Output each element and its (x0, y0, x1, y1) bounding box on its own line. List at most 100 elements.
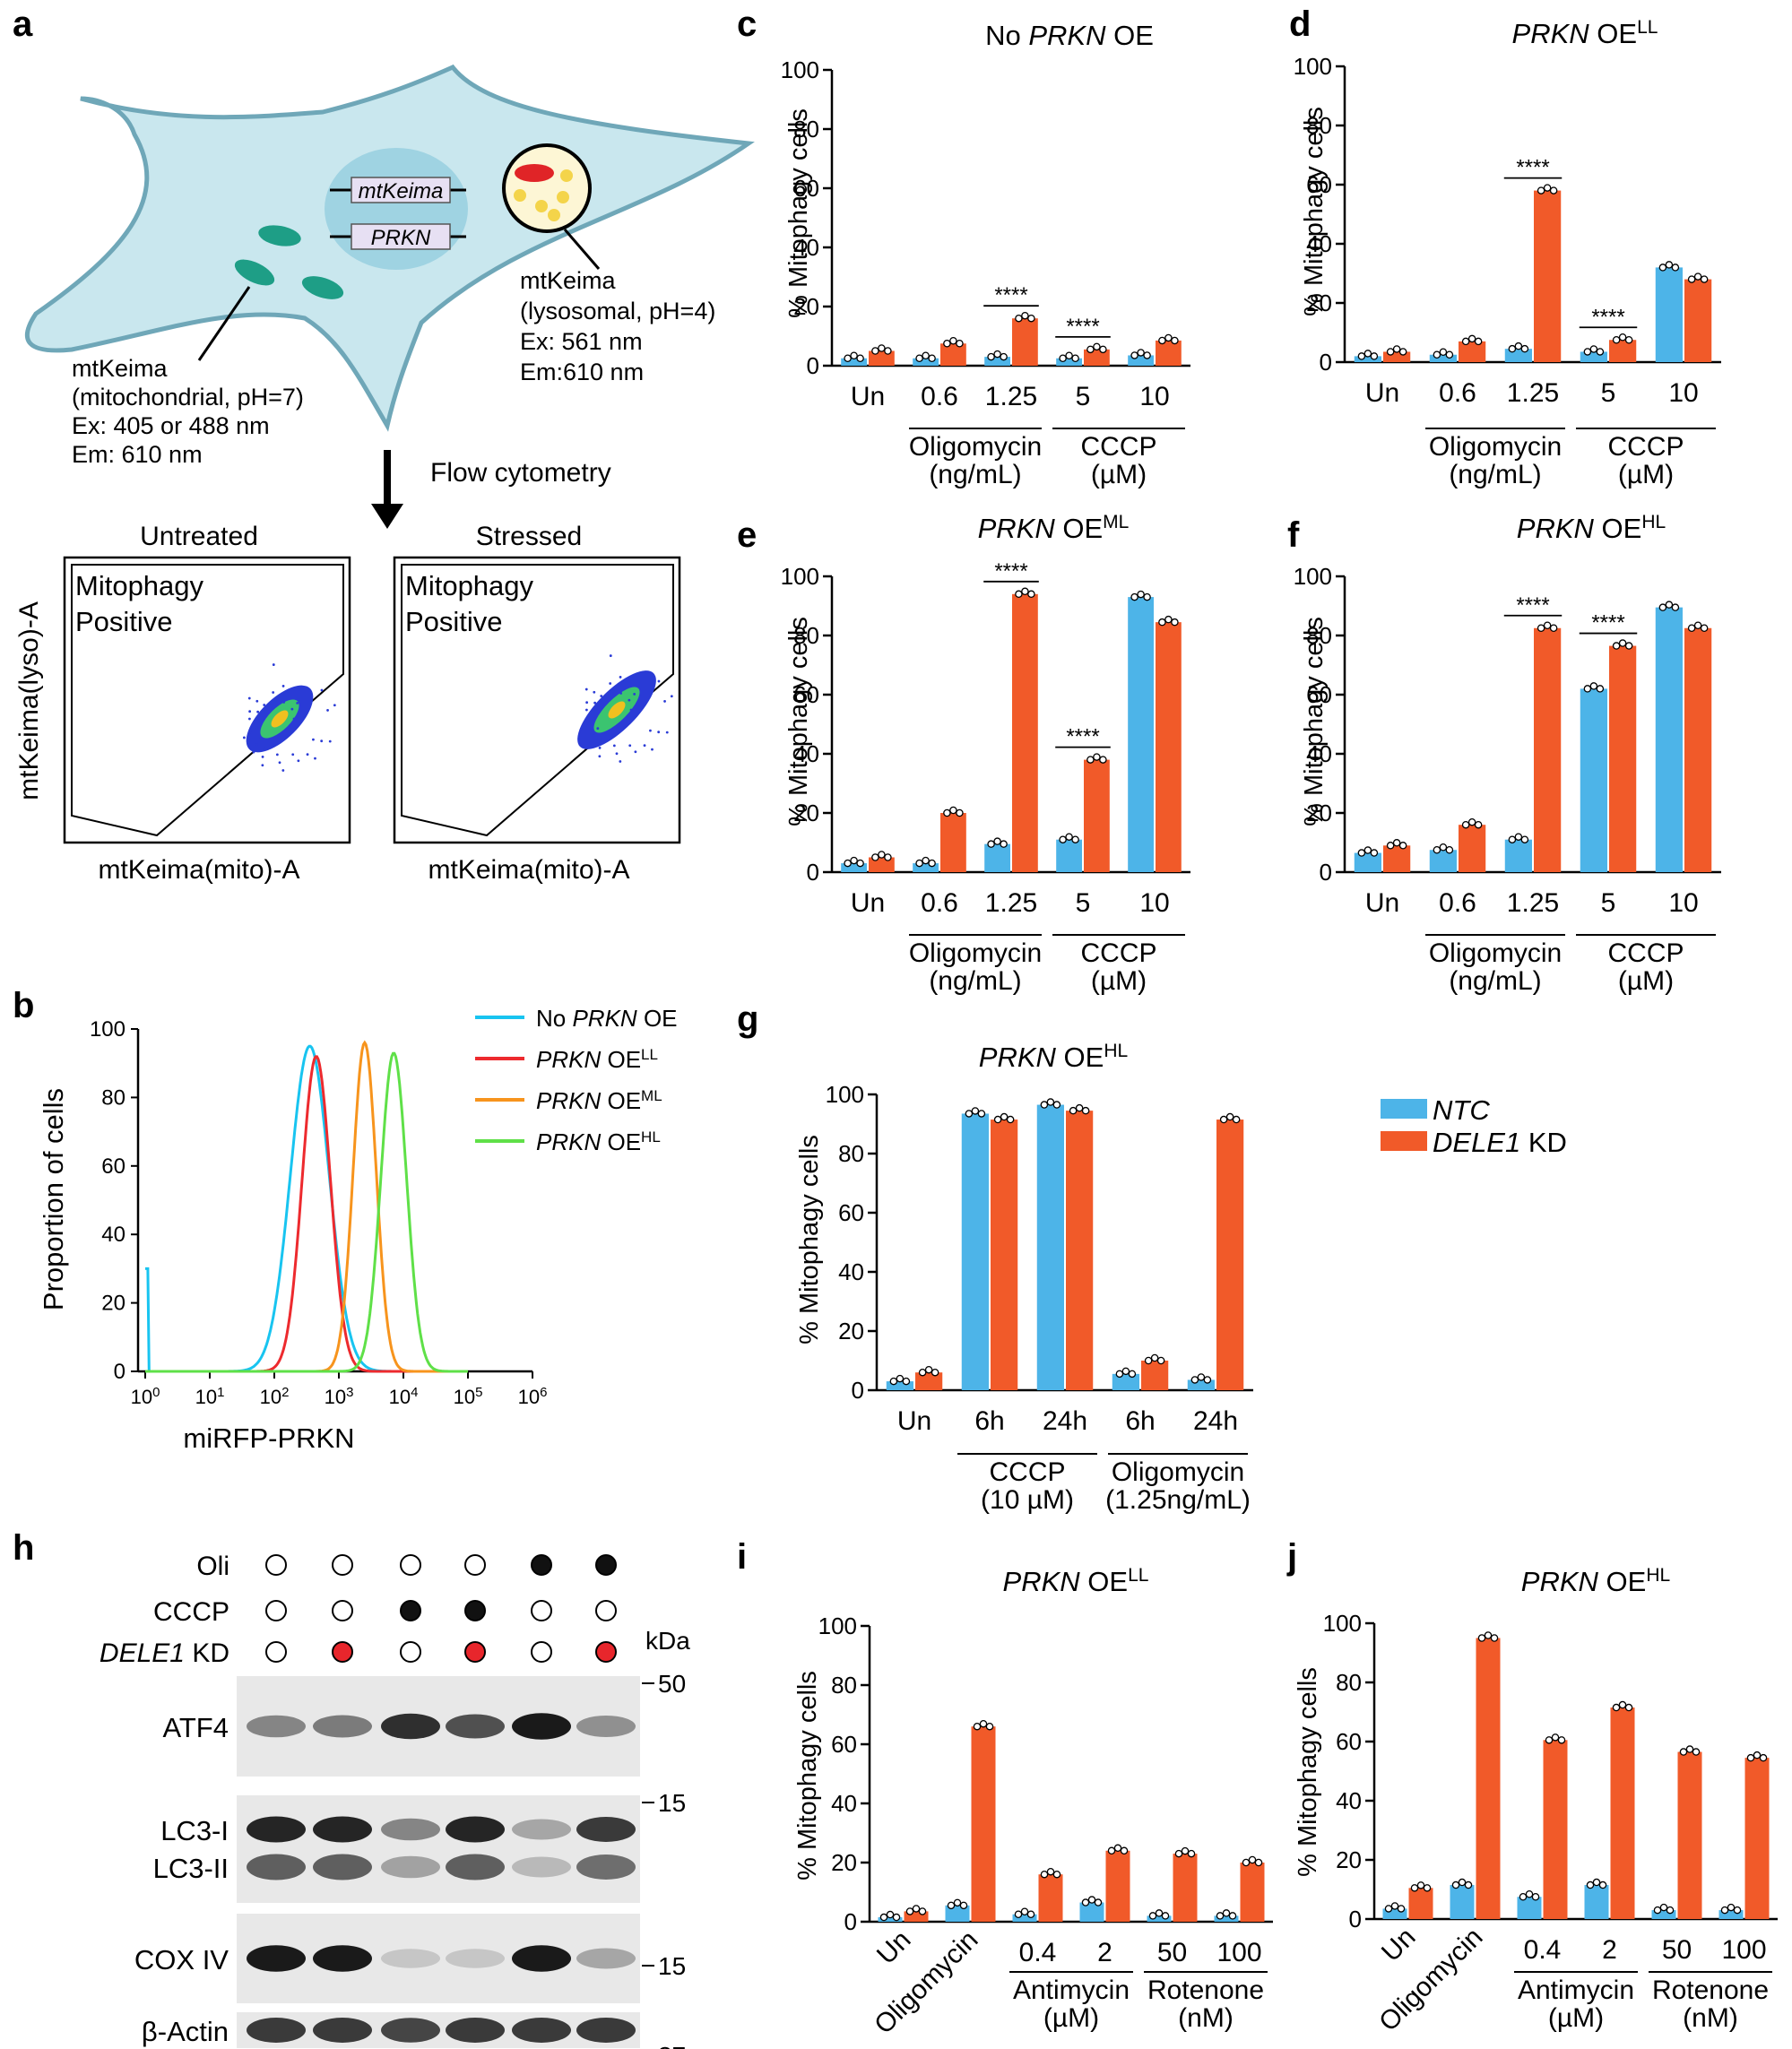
treatment-dot (464, 1641, 486, 1663)
bar (1066, 1111, 1094, 1390)
data-point (1461, 337, 1470, 346)
y-tick-label: 100 (1323, 1610, 1362, 1637)
panel-letter: j (1286, 1537, 1297, 1577)
data-point (1519, 1892, 1528, 1901)
legend-prefix: No (536, 1005, 572, 1032)
legend-gene: PRKN (536, 1128, 601, 1155)
data-point (1121, 1367, 1130, 1376)
x-tick-label: 0.6 (921, 382, 958, 411)
y-tick-label: 80 (831, 1672, 857, 1699)
bar (1173, 1854, 1198, 1922)
x-tick-label: 10 (1668, 378, 1698, 408)
protein-label: β-Actin (142, 2016, 229, 2047)
data-point (1549, 186, 1558, 195)
blot-band (313, 1854, 372, 1880)
facs-event (609, 654, 612, 657)
bar (1609, 340, 1637, 362)
protein-label: LC3-I (160, 1815, 229, 1846)
x-tick-label: 24h (1193, 1406, 1238, 1436)
bar (1383, 351, 1411, 362)
data-point (949, 806, 957, 815)
data-point (1069, 1106, 1078, 1115)
data-point (896, 1374, 905, 1383)
data-point (1357, 352, 1366, 360)
data-point (844, 354, 852, 362)
flow-arrow-label: Flow cytometry (430, 458, 611, 488)
facs-event (290, 730, 294, 733)
facs-title: Stressed (476, 522, 582, 551)
data-point (1624, 335, 1633, 344)
treatment-dot (531, 1554, 552, 1576)
bar (913, 358, 939, 366)
data-point (1107, 1846, 1116, 1855)
lysosome-vesicle-icon (535, 200, 548, 212)
bar (1459, 825, 1486, 872)
title-gene: PRKN (1028, 20, 1106, 51)
data-point (1156, 1356, 1165, 1365)
data-point (1658, 264, 1667, 272)
y-tick-label: 40 (831, 1790, 857, 1817)
data-point (1052, 1870, 1061, 1879)
facs-event (593, 717, 595, 720)
data-point (1685, 1745, 1694, 1753)
data-point (1583, 348, 1592, 356)
facs-event (611, 689, 615, 693)
facs-event (247, 696, 251, 700)
facs-event (248, 717, 251, 721)
facs-ylabel: mtKeima(lyso)-A (14, 601, 44, 800)
blot-band (512, 1819, 571, 1840)
x-tick-label: 24h (1043, 1406, 1087, 1436)
y-tick-label: 0 (807, 352, 819, 379)
data-point (1514, 342, 1523, 350)
bar (1128, 597, 1154, 872)
x-tick-label: 1.25 (1507, 888, 1559, 918)
facs-event (299, 711, 302, 714)
legend-gene: DELE1 (1433, 1127, 1520, 1158)
data-point (1665, 601, 1674, 609)
data-point (886, 1910, 895, 1919)
data-point (1203, 1376, 1212, 1384)
treatment-dot (400, 1554, 421, 1576)
facs-event (600, 738, 602, 741)
data-point (1000, 352, 1008, 361)
treatment-dot (265, 1554, 287, 1576)
lyso-label: Ex: 561 nm (520, 328, 643, 355)
y-tick-label: 0 (1320, 859, 1332, 886)
facs-event (649, 729, 652, 732)
data-point (915, 354, 923, 362)
data-point (1021, 587, 1029, 596)
treatment-dot (332, 1641, 353, 1663)
group-label: (µM) (1043, 2003, 1099, 2033)
group-label: (10 µM) (981, 1485, 1074, 1515)
data-point (1733, 1906, 1742, 1915)
title-superscript: ML (1103, 512, 1129, 532)
facs-event (593, 701, 597, 705)
title-suffix: OE (1594, 513, 1641, 544)
blot-band (512, 1713, 571, 1740)
data-point (1490, 1634, 1499, 1642)
data-point (1040, 1101, 1049, 1109)
facs-event (643, 744, 646, 748)
bar (1084, 759, 1110, 872)
treatment-dot (400, 1641, 421, 1663)
facs-gate-label: Positive (75, 606, 173, 637)
chart-e: e PRKN OEML 0 20 40 60 80 100 % Mitophagy cells U… (737, 512, 1190, 996)
facs-event (615, 752, 619, 756)
legend-label: No PRKN OE (536, 1005, 678, 1032)
title-gene: PRKN (978, 513, 1056, 544)
data-point (1551, 1733, 1560, 1742)
bar (1609, 645, 1637, 872)
title-superscript: HL (1646, 1565, 1670, 1586)
facs-event (263, 704, 266, 706)
significance-stars: **** (1066, 725, 1099, 749)
data-point (1242, 1858, 1251, 1867)
data-point (1386, 842, 1395, 850)
y-axis-label: % Mitophagy cells (1300, 107, 1329, 316)
data-point (1589, 345, 1598, 353)
y-tick-label: 100 (90, 1017, 126, 1042)
group-label: (µM) (1091, 460, 1147, 489)
facs-frame (393, 556, 681, 844)
data-point (878, 344, 886, 352)
data-point (892, 1913, 901, 1922)
bar (1012, 1914, 1037, 1922)
